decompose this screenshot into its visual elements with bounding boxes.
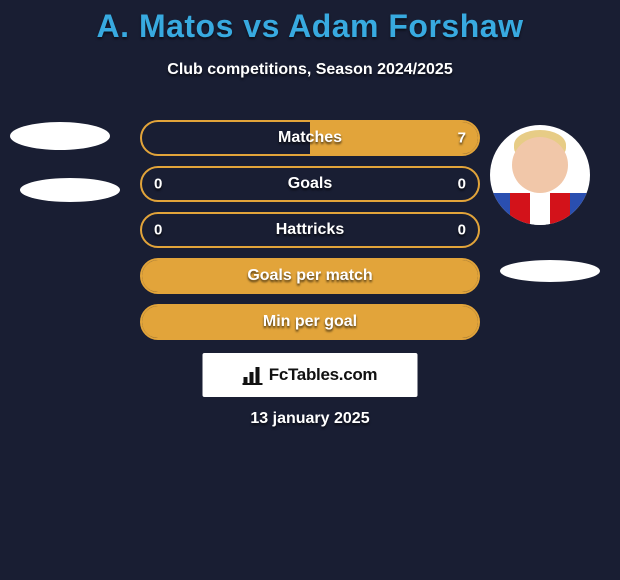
stat-label: Goals (288, 175, 332, 193)
stat-row-hattricks: 0 Hattricks 0 (140, 212, 480, 248)
jersey-stripe (490, 193, 510, 225)
stat-label: Goals per match (247, 267, 372, 285)
left-player-shape-2 (20, 178, 120, 202)
jersey-stripe (570, 193, 590, 225)
stat-label: Matches (278, 129, 342, 147)
jersey-stripe (530, 193, 550, 225)
fctables-badge[interactable]: FcTables.com (203, 353, 418, 397)
stat-label: Min per goal (263, 313, 357, 331)
stats-block: Matches 7 0 Goals 0 0 Hattricks 0 Goals … (140, 120, 480, 350)
stat-row-matches: Matches 7 (140, 120, 480, 156)
page-subtitle: Club competitions, Season 2024/2025 (0, 61, 620, 79)
avatar-face (512, 137, 568, 193)
jersey-stripe (550, 193, 570, 225)
jersey-stripe (510, 193, 530, 225)
stat-right-value: 7 (458, 130, 466, 147)
page-title: A. Matos vs Adam Forshaw (0, 0, 620, 45)
bars-icon (243, 365, 265, 385)
stat-left-value: 0 (154, 222, 162, 239)
stat-row-min-per-goal: Min per goal (140, 304, 480, 340)
stat-label: Hattricks (276, 221, 344, 239)
avatar-jersey (490, 193, 590, 225)
footer-date: 13 january 2025 (0, 410, 620, 428)
right-player-avatar (490, 125, 590, 225)
stat-right-value: 0 (458, 176, 466, 193)
left-player-shape-1 (10, 122, 110, 150)
stat-left-value: 0 (154, 176, 162, 193)
stat-row-goals-per-match: Goals per match (140, 258, 480, 294)
stat-right-value: 0 (458, 222, 466, 239)
stat-row-goals: 0 Goals 0 (140, 166, 480, 202)
right-player-shape-1 (500, 260, 600, 282)
badge-text: FcTables.com (269, 365, 378, 385)
